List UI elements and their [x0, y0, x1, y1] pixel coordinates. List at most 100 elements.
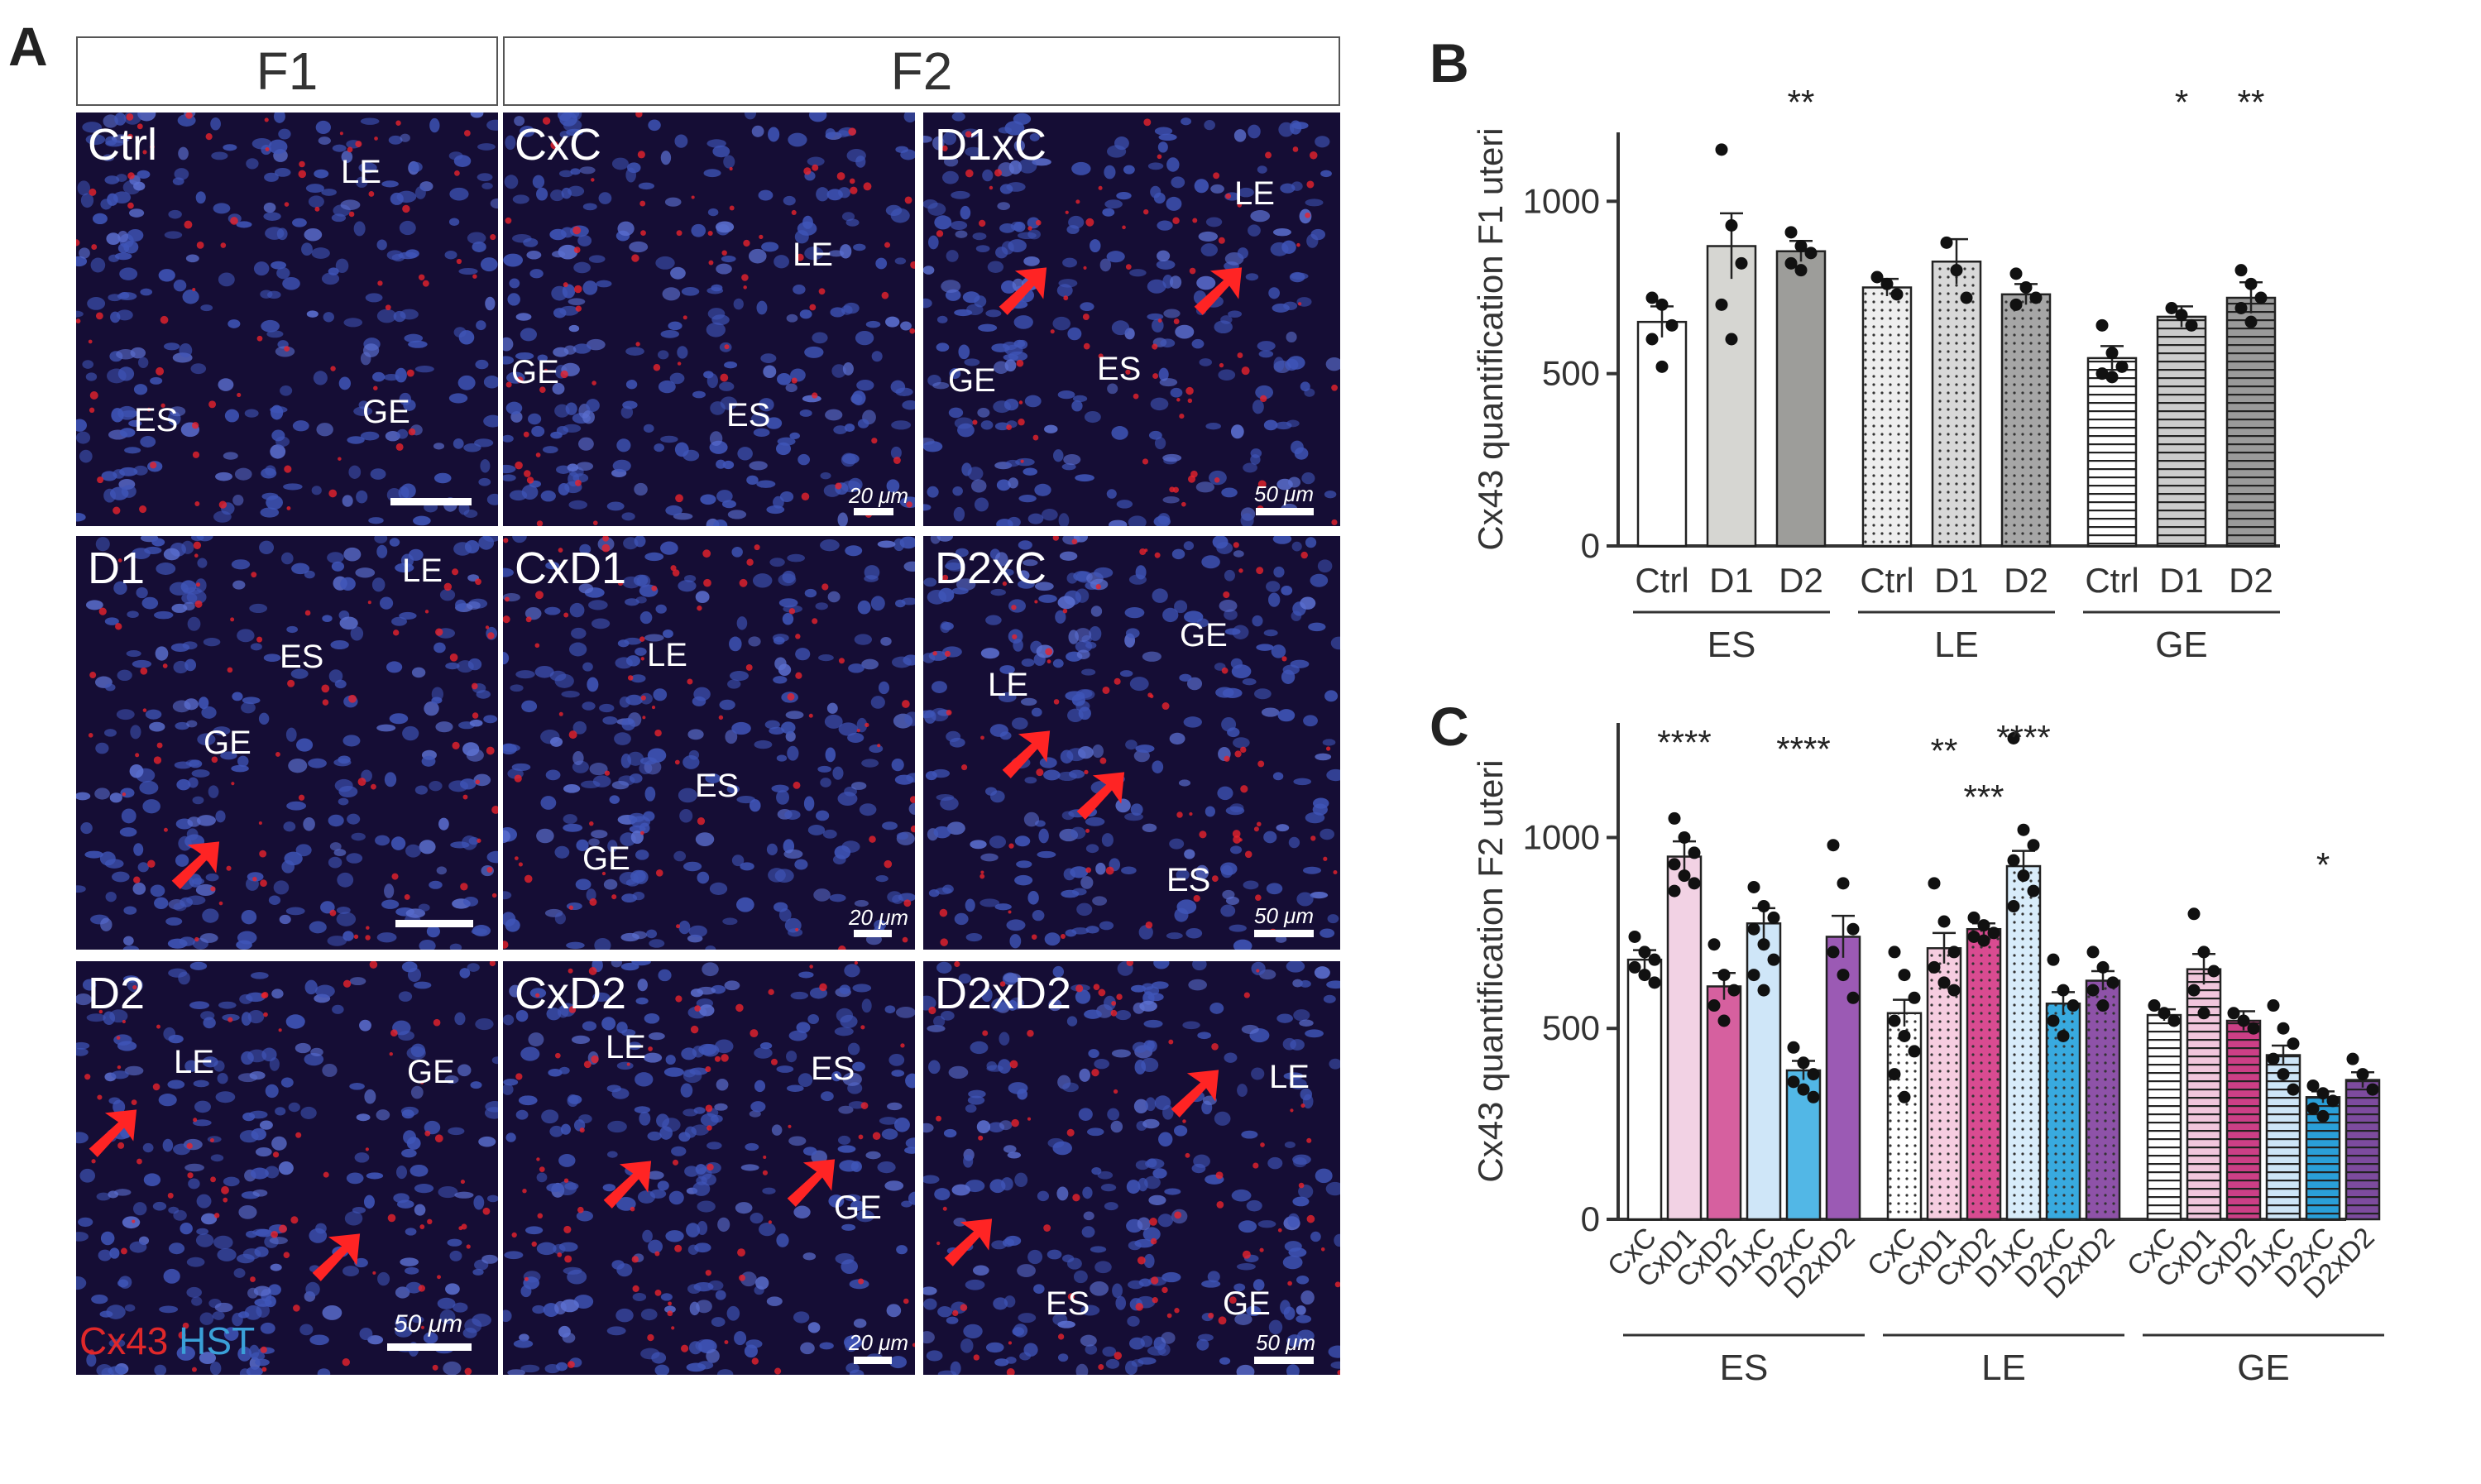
nucleus — [1013, 315, 1033, 329]
region-label: LE — [402, 553, 443, 589]
nucleus — [990, 588, 1006, 596]
cx43-signal — [1333, 869, 1338, 875]
nucleus — [1257, 341, 1276, 352]
micrograph-title: CxC — [515, 120, 601, 170]
cx43-signal — [812, 164, 819, 171]
nucleus — [937, 1306, 953, 1318]
nucleus — [386, 250, 404, 261]
nucleus — [265, 1084, 279, 1099]
cx43-signal — [567, 1361, 575, 1368]
cx43-signal — [637, 151, 645, 159]
nucleus — [386, 661, 403, 673]
tissue-texture — [76, 112, 498, 526]
nucleus — [620, 962, 639, 971]
nucleus — [648, 1032, 665, 1041]
cx43-signal — [259, 850, 267, 858]
nucleus — [729, 636, 742, 652]
stain-hst-label: HST — [179, 1319, 256, 1362]
nucleus — [995, 247, 1008, 259]
nucleus — [253, 1285, 271, 1296]
cx43-signal — [1084, 769, 1089, 774]
nucleus — [1003, 1145, 1017, 1153]
nucleus — [288, 758, 308, 773]
nucleus — [745, 1339, 763, 1348]
nucleus — [1184, 610, 1204, 624]
nucleus — [797, 221, 817, 236]
nucleus — [359, 1019, 371, 1032]
nucleus — [169, 406, 186, 417]
nucleus — [692, 1181, 711, 1196]
nucleus — [1138, 925, 1153, 940]
scale-bar — [854, 508, 893, 515]
nucleus — [1044, 932, 1061, 946]
cx43-signal — [522, 1189, 527, 1194]
cx43-signal — [721, 1054, 729, 1062]
nucleus — [537, 354, 548, 362]
nucleus — [1038, 828, 1049, 844]
nucleus — [100, 1231, 115, 1246]
nucleus — [332, 1004, 344, 1014]
nucleus — [398, 991, 413, 1002]
nucleus — [439, 588, 456, 601]
nucleus — [625, 347, 644, 356]
nucleus — [1001, 568, 1014, 577]
nucleus — [76, 885, 86, 893]
data-point — [2165, 302, 2178, 314]
nucleus — [554, 845, 570, 859]
nucleus — [76, 512, 86, 522]
data-point — [2234, 302, 2248, 314]
nucleus — [1153, 961, 1170, 969]
data-point — [2027, 839, 2040, 852]
nucleus — [975, 245, 990, 253]
nucleus — [846, 149, 866, 163]
nucleus — [372, 371, 386, 382]
cx43-signal — [909, 328, 915, 334]
cx43-signal — [809, 304, 817, 311]
data-point — [2356, 1068, 2369, 1081]
region-label: LE — [341, 154, 381, 190]
nucleus — [978, 323, 998, 332]
nucleus — [1241, 1024, 1259, 1034]
nucleus — [629, 241, 649, 253]
nucleus — [315, 984, 335, 998]
cx43-signal — [228, 1017, 233, 1022]
nucleus — [936, 536, 954, 542]
cx43-signal — [627, 675, 634, 681]
cx43-signal — [365, 1147, 369, 1151]
data-point — [2197, 945, 2210, 959]
nucleus — [1209, 1002, 1224, 1014]
cx43-signal — [858, 1134, 864, 1140]
cx43-signal — [893, 457, 901, 464]
nucleus — [1013, 1324, 1028, 1338]
nucleus — [786, 1084, 804, 1093]
data-point — [2167, 1014, 2181, 1027]
nucleus — [663, 1067, 684, 1077]
nucleus — [1291, 181, 1303, 191]
nucleus — [808, 112, 827, 122]
nucleus — [963, 1324, 983, 1339]
data-point — [1888, 1014, 1901, 1027]
cx43-signal — [881, 291, 889, 299]
cx43-signal — [819, 983, 827, 992]
nucleus — [647, 748, 667, 763]
nucleus — [852, 1061, 865, 1072]
cx43-signal — [1256, 969, 1260, 973]
data-point — [1898, 969, 1911, 982]
nucleus — [1125, 740, 1138, 750]
nucleus — [817, 765, 831, 773]
nucleus — [958, 973, 971, 984]
cx43-signal — [1063, 295, 1069, 301]
nucleus — [1114, 136, 1129, 151]
cx43-signal — [279, 1224, 287, 1233]
nucleus — [515, 352, 534, 360]
nucleus — [957, 423, 975, 438]
cx43-signal — [676, 924, 681, 929]
nucleus — [565, 402, 577, 415]
cx43-signal — [462, 794, 468, 800]
data-point — [1757, 900, 1770, 913]
nucleus — [403, 1130, 416, 1145]
nucleus — [408, 548, 424, 561]
nucleus — [271, 1136, 287, 1151]
nucleus — [908, 1191, 915, 1205]
nucleus — [338, 797, 349, 806]
